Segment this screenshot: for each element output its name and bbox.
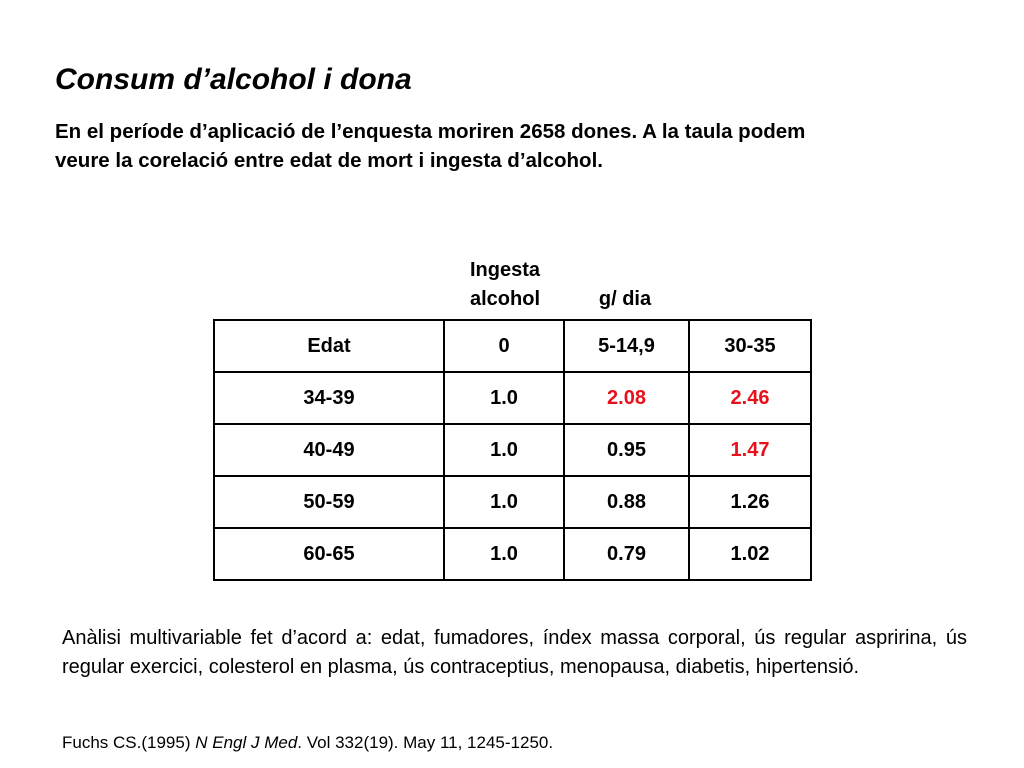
table-cell: 1.0 — [443, 371, 565, 425]
table-row: 34-39 1.0 2.08 2.46 — [213, 371, 812, 425]
citation-journal: N Engl J Med — [195, 733, 298, 752]
row-age: 60-65 — [213, 527, 445, 581]
row-age: 34-39 — [213, 371, 445, 425]
citation-suffix: . Vol 332(19). May 11, 1245-1250. — [297, 733, 554, 752]
citation-prefix: Fuchs CS.(1995) — [62, 733, 196, 752]
intro-line-1: En el període d’aplicació de l’enquesta … — [55, 120, 806, 143]
table-cell: 1.0 — [443, 527, 565, 581]
analysis-text: Anàlisi multivariable fet d’acord a: eda… — [62, 627, 967, 678]
table-group-header-line-2: alcohol — [469, 288, 540, 310]
column-header-age: Edat — [213, 319, 445, 373]
table-cell-highlighted: 2.46 — [688, 371, 812, 425]
table-cell: 1.02 — [688, 527, 812, 581]
data-table: Edat 0 5-14,9 30-35 34-39 1.0 2.08 2.46 … — [213, 319, 812, 581]
table-row: 50-59 1.0 0.88 1.26 — [213, 475, 812, 529]
table-cell: 0.95 — [563, 423, 690, 477]
row-age: 40-49 — [213, 423, 445, 477]
intro-line-2: veure la corelació entre edat de mort i … — [55, 149, 603, 172]
analysis-note: Anàlisi multivariable fet d’acord a: eda… — [62, 624, 967, 682]
table-cell: 1.0 — [443, 423, 565, 477]
row-age: 50-59 — [213, 475, 445, 529]
table-row: 60-65 1.0 0.79 1.02 — [213, 527, 812, 581]
table-group-header: Ingesta alcohol — [445, 256, 565, 314]
table-cell: 1.0 — [443, 475, 565, 529]
table-header-row: Edat 0 5-14,9 30-35 — [213, 319, 812, 373]
column-header-intake-5-14: 5-14,9 — [563, 319, 690, 373]
slide-title: Consum d’alcohol i dona — [55, 63, 412, 96]
table-cell: 0.88 — [563, 475, 690, 529]
table-units-header: g/ dia — [598, 288, 652, 310]
column-header-intake-0: 0 — [443, 319, 565, 373]
table-cell-highlighted: 2.08 — [563, 371, 690, 425]
table-cell: 0.79 — [563, 527, 690, 581]
table-group-header-line-1: Ingesta — [469, 259, 541, 281]
table-cell: 1.26 — [688, 475, 812, 529]
table-row: 40-49 1.0 0.95 1.47 — [213, 423, 812, 477]
intro-text: En el període d’aplicació de l’enquesta … — [55, 117, 1005, 175]
citation: Fuchs CS.(1995) N Engl J Med. Vol 332(19… — [62, 731, 553, 755]
column-header-intake-30-35: 30-35 — [688, 319, 812, 373]
table-cell-highlighted: 1.47 — [688, 423, 812, 477]
